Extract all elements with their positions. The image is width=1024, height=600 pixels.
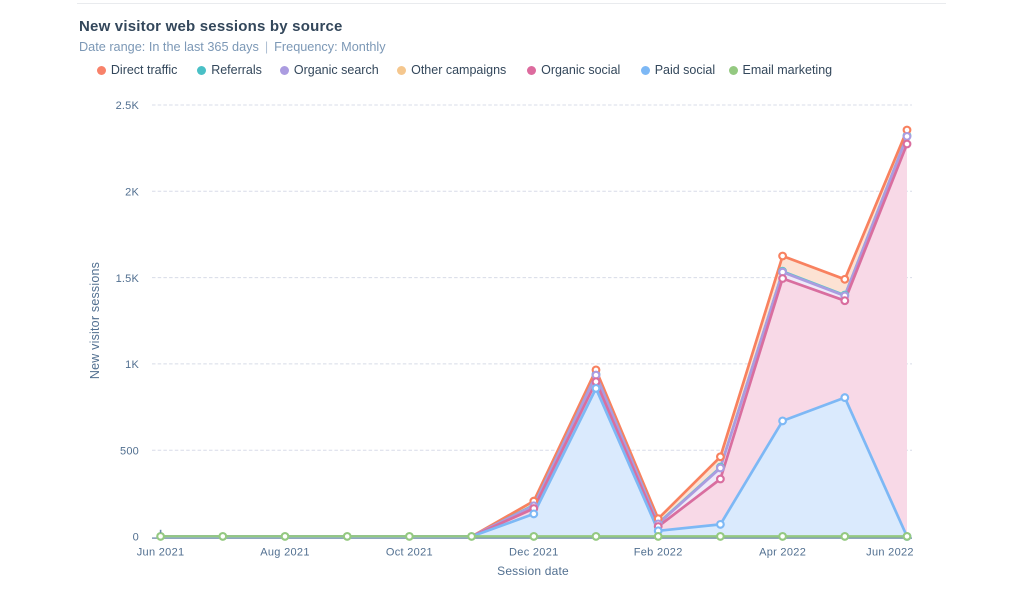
- svg-text:0: 0: [133, 532, 139, 544]
- svg-text:500: 500: [120, 445, 139, 457]
- svg-text:Jun 2021: Jun 2021: [137, 547, 185, 559]
- svg-text:Oct 2021: Oct 2021: [386, 547, 433, 559]
- svg-text:Feb 2022: Feb 2022: [634, 547, 683, 559]
- svg-text:Apr 2022: Apr 2022: [759, 547, 806, 559]
- svg-text:1.5K: 1.5K: [116, 273, 140, 285]
- svg-text:Jun 2022: Jun 2022: [866, 547, 914, 559]
- svg-text:2K: 2K: [125, 187, 139, 199]
- svg-text:2.5K: 2.5K: [116, 100, 140, 112]
- svg-text:1K: 1K: [125, 359, 139, 371]
- svg-text:Aug 2021: Aug 2021: [260, 547, 310, 559]
- svg-text:Dec 2021: Dec 2021: [509, 547, 559, 559]
- svg-text:New visitor sessions: New visitor sessions: [88, 262, 102, 379]
- svg-text:Session date: Session date: [497, 564, 569, 578]
